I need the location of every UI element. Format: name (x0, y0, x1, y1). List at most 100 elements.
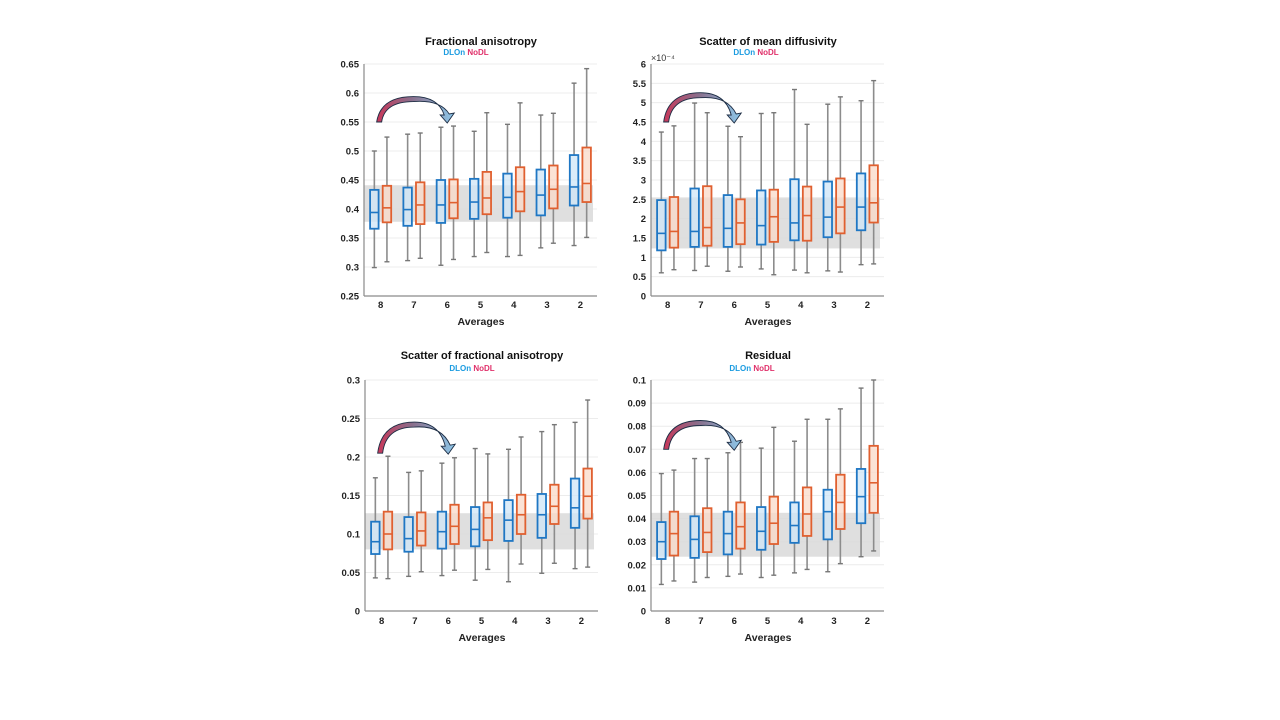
x-tick-label: 8 (665, 300, 670, 311)
box-dlon (402, 133, 413, 262)
x-tick-label: 4 (798, 616, 804, 627)
box-dlon (536, 430, 547, 574)
x-tick-label: 8 (379, 616, 384, 627)
x-tick-label: 5 (765, 616, 771, 627)
legend: DLOn NoDL (733, 48, 778, 57)
y-tick-label: 4 (641, 137, 647, 148)
box-iqr (536, 493, 547, 539)
box-iqr (801, 486, 813, 537)
y-tick-label: 0.3 (346, 263, 359, 274)
box-dlon (689, 457, 700, 583)
box-iqr (535, 168, 546, 217)
box-iqr (789, 501, 800, 544)
legend: DLOn NoDL (729, 364, 774, 373)
legend-nodl: NoDL (753, 364, 774, 373)
box-iqr (822, 488, 833, 541)
box-iqr (382, 510, 394, 551)
y-tick-label: 3.5 (633, 156, 647, 167)
box-nodl (449, 457, 460, 571)
box-dlon (822, 103, 833, 272)
chart-title: Fractional anisotropy (425, 36, 538, 48)
legend-dlon: DLOn (443, 48, 465, 57)
y-tick-label: 0 (641, 607, 646, 618)
arrow-shape (663, 420, 743, 452)
x-tick-label: 5 (478, 300, 484, 311)
x-tick-label: 2 (865, 300, 870, 311)
box-iqr (548, 164, 559, 210)
box-iqr (436, 510, 448, 550)
box-nodl (835, 408, 846, 565)
box-iqr (415, 181, 426, 225)
x-tick-label: 4 (511, 300, 517, 311)
box-dlon (535, 114, 546, 249)
x-tick-label: 6 (732, 616, 737, 627)
box-dlon (689, 102, 700, 272)
box-iqr (756, 506, 767, 551)
box-iqr (403, 516, 414, 553)
box-nodl (482, 453, 493, 571)
y-tick-label: 0.09 (628, 399, 647, 410)
x-tick-label: 6 (445, 300, 450, 311)
y-tick-label: 0.25 (342, 414, 361, 425)
chart-fractional-anisotropy: Fractional anisotropy DLOn NoDL 0.25 0.3 0… (341, 36, 597, 328)
box-nodl (416, 470, 427, 573)
box-iqr (756, 189, 767, 246)
box-iqr (835, 177, 846, 235)
x-tick-label: 5 (765, 300, 771, 311)
box-dlon (656, 131, 667, 274)
box-iqr (822, 180, 833, 239)
y-tick-label: 4.5 (633, 118, 647, 129)
box-nodl (835, 96, 846, 273)
y-tick-label: 0.4 (346, 205, 360, 216)
x-tick-label: 6 (446, 616, 451, 627)
box-dlon (469, 130, 480, 258)
box-dlon (789, 440, 800, 574)
box-iqr (656, 199, 667, 252)
y-tick-label: 0.03 (628, 537, 647, 548)
x-tick-label: 4 (512, 616, 518, 627)
chart-title: Residual (745, 350, 791, 362)
box-iqr (656, 521, 667, 560)
arrow-shape (377, 421, 457, 455)
box-iqr (582, 467, 593, 520)
legend: DLOn NoDL (443, 48, 488, 57)
x-tick-label: 8 (378, 300, 383, 311)
x-axis-label: Averages (745, 316, 792, 328)
box-iqr (768, 495, 779, 545)
box-iqr (469, 177, 480, 220)
box-nodl (548, 112, 559, 244)
y-tick-label: 6 (641, 60, 646, 71)
curved-arrow-icon (377, 421, 457, 455)
y-tick-label: 0.07 (628, 445, 647, 456)
arrow-shape (376, 96, 456, 124)
y-tick-label: 2.5 (633, 195, 647, 206)
box-iqr (416, 511, 427, 547)
box-nodl (382, 455, 394, 580)
curved-arrow-icon (663, 92, 743, 124)
x-axis-label: Averages (458, 316, 505, 328)
box-iqr (568, 154, 580, 207)
box-nodl (768, 426, 779, 576)
box-iqr (789, 178, 800, 242)
box-dlon (403, 471, 414, 578)
box-iqr (689, 515, 700, 559)
y-tick-label: 0.08 (628, 422, 647, 433)
box-nodl (448, 125, 459, 261)
chart-scatter-mean-diffusivity: Scatter of mean diffusivity DLOn NoDL ×1… (633, 36, 884, 328)
chart-scatter-fractional-anisotropy: Scatter of fractional anisotropy DLOn No… (342, 350, 598, 644)
box-dlon (370, 477, 381, 579)
box-nodl (582, 399, 593, 568)
x-tick-label: 3 (545, 616, 550, 627)
y-tick-label: 5.5 (633, 79, 647, 90)
y-tick-label: 0.5 (633, 272, 647, 283)
box-iqr (514, 166, 526, 213)
y-tick-label: 0.2 (347, 453, 360, 464)
box-nodl (735, 441, 746, 575)
box-iqr (402, 186, 413, 227)
box-nodl (514, 102, 526, 257)
x-tick-label: 7 (411, 300, 416, 311)
y-tick-label: 0.05 (342, 568, 361, 579)
y-tick-label: 0.05 (628, 491, 647, 502)
y-tick-label: 0.55 (341, 118, 360, 129)
